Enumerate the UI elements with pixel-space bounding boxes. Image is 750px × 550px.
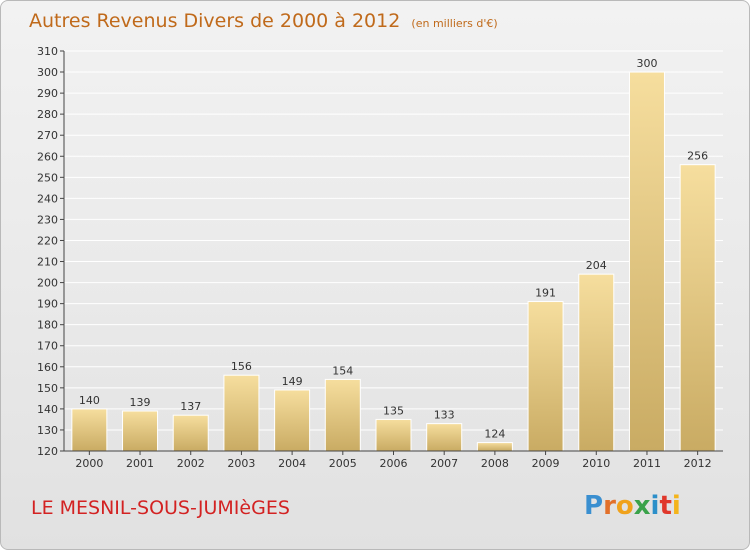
- x-tick-label: 2011: [633, 457, 661, 470]
- y-tick-label: 220: [37, 234, 58, 247]
- bar: [324, 378, 361, 452]
- bar: [223, 374, 260, 452]
- x-tick-label: 2004: [278, 457, 306, 470]
- bar: [679, 164, 716, 452]
- bar-value-label: 139: [130, 396, 151, 409]
- y-tick-label: 290: [37, 87, 58, 100]
- y-tick-label: 300: [37, 66, 58, 79]
- x-tick-label: 2012: [684, 457, 712, 470]
- y-tick-label: 310: [37, 45, 58, 58]
- x-tick-label: 2008: [481, 457, 509, 470]
- y-tick-label: 160: [37, 361, 58, 374]
- chart-title: Autres Revenus Divers de 2000 à 2012: [29, 10, 401, 32]
- bar: [578, 273, 615, 452]
- logo-letter: t: [659, 491, 672, 521]
- grid-lines: [64, 50, 723, 431]
- bar-value-label: 156: [231, 360, 252, 373]
- bar-value-label: 124: [484, 428, 505, 441]
- logo-letter: i: [650, 491, 660, 521]
- bar: [122, 410, 159, 452]
- y-tick-label: 130: [37, 424, 58, 437]
- x-tick-label: 2009: [532, 457, 560, 470]
- y-tick-label: 180: [37, 319, 58, 332]
- y-tick-label: 140: [37, 403, 58, 416]
- logo-letter: i: [671, 491, 681, 521]
- bar-value-label: 154: [332, 364, 353, 377]
- bar-value-label: 149: [282, 375, 303, 388]
- y-tick-label: 230: [37, 213, 58, 226]
- chart-title-block: Autres Revenus Divers de 2000 à 2012 (en…: [29, 10, 498, 32]
- x-tick-label: 2000: [75, 457, 103, 470]
- x-tick-label: 2002: [177, 457, 205, 470]
- y-tick-label: 270: [37, 129, 58, 142]
- y-tick-label: 210: [37, 256, 58, 269]
- y-tick-label: 280: [37, 108, 58, 121]
- y-tick-label: 170: [37, 340, 58, 353]
- y-tick-label: 260: [37, 150, 58, 163]
- bar: [476, 442, 513, 452]
- y-tick-label: 150: [37, 382, 58, 395]
- commune-name: LE MESNIL-SOUS-JUMIèGES: [31, 497, 290, 519]
- bars: [71, 71, 716, 452]
- logo-letter: P: [584, 491, 604, 521]
- x-tick-label: 2005: [329, 457, 357, 470]
- y-tick-label: 120: [37, 445, 58, 458]
- bar: [426, 423, 463, 452]
- y-tick-label: 190: [37, 298, 58, 311]
- axes: 120 130 140 150 160 170 180 190 200 210 220 230 240 2…: [37, 45, 723, 470]
- bar-value-label: 137: [180, 400, 201, 413]
- proxiti-logo: Proxiti: [584, 491, 681, 521]
- bar-value-label: 135: [383, 404, 404, 417]
- bar: [274, 389, 311, 452]
- x-tick-label: 2010: [582, 457, 610, 470]
- x-tick-label: 2003: [227, 457, 255, 470]
- bar-value-label: 300: [636, 57, 657, 70]
- value-labels: 140 139 137 156 149 154 135 133 124 191 204 300 256: [79, 57, 708, 441]
- x-tick-label: 2007: [430, 457, 458, 470]
- bar-value-label: 256: [687, 150, 708, 163]
- y-tick-label: 240: [37, 192, 58, 205]
- bar-value-label: 133: [434, 409, 455, 422]
- bar: [172, 414, 209, 452]
- logo-letter: o: [615, 491, 634, 521]
- y-tick-label: 250: [37, 171, 58, 184]
- bar: [375, 418, 412, 452]
- bar: [628, 71, 665, 452]
- logo-letter: r: [603, 491, 616, 521]
- x-tick-label: 2001: [126, 457, 154, 470]
- logo-letter: x: [633, 491, 651, 521]
- bar: [71, 408, 108, 452]
- bar-value-label: 191: [535, 287, 556, 300]
- x-tick-label: 2006: [380, 457, 408, 470]
- bar-value-label: 140: [79, 394, 100, 407]
- bar-value-label: 204: [586, 259, 607, 272]
- bar: [527, 301, 564, 452]
- y-tick-label: 200: [37, 277, 58, 290]
- chart-unit: (en milliers d'€): [411, 17, 498, 30]
